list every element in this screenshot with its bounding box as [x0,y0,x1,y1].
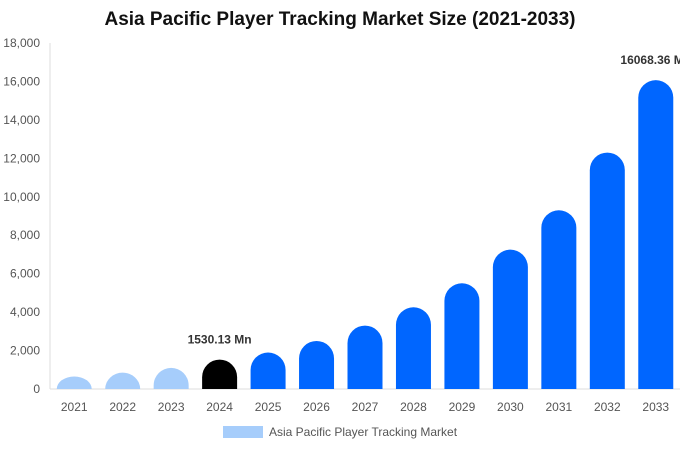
x-tick-label: 2031 [545,400,572,414]
x-tick-label: 2025 [255,400,282,414]
x-tick-label: 2032 [594,400,621,414]
y-tick-label: 0 [33,382,40,396]
y-tick-label: 14,000 [3,113,40,127]
x-tick-label: 2023 [158,400,185,414]
x-tick-label: 2027 [352,400,379,414]
x-tick-label: 2029 [449,400,476,414]
y-tick-label: 10,000 [3,190,40,204]
x-tick-label: 2024 [206,400,233,414]
x-tick-label: 2026 [303,400,330,414]
data-label: 16068.36 Mn [620,53,680,67]
data-label: 1530.13 Mn [188,333,252,347]
y-tick-label: 12,000 [3,151,40,165]
x-tick-label: 2021 [61,400,88,414]
bar-2026 [299,340,335,389]
bar-2027 [347,325,383,389]
bar-2021 [56,376,92,389]
bar-2022 [105,372,141,389]
bar-2032 [589,152,625,389]
y-tick-label: 18,000 [3,36,40,50]
y-tick-label: 4,000 [10,305,40,319]
legend-swatch [222,426,263,438]
x-tick-label: 2028 [400,400,427,414]
y-tick-label: 2,000 [10,344,40,358]
bar-2023 [153,367,189,389]
x-tick-label: 2030 [497,400,524,414]
bar-2031 [541,210,577,389]
bar-2024 [202,359,238,389]
bar-2025 [250,352,286,389]
legend-label: Asia Pacific Player Tracking Market [268,425,458,439]
bar-2029 [444,283,480,389]
y-tick-label: 16,000 [3,74,40,88]
bar-2033 [638,80,674,389]
y-tick-label: 6,000 [10,267,40,281]
x-tick-label: 2022 [109,400,136,414]
bar-2028 [395,307,431,389]
x-tick-label: 2033 [642,400,669,414]
y-tick-label: 8,000 [10,228,40,242]
chart-title: Asia Pacific Player Tracking Market Size… [104,9,576,30]
legend[interactable]: Asia Pacific Player Tracking Market [0,425,680,439]
bar-2030 [492,249,528,389]
